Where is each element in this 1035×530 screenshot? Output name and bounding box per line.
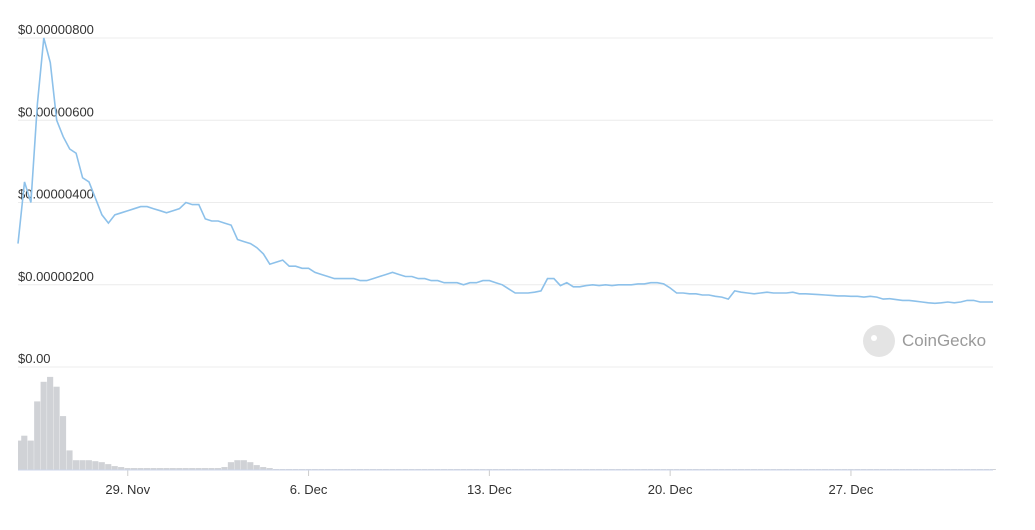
volume-bar xyxy=(59,416,67,470)
x-tick-label: 13. Dec xyxy=(467,482,512,497)
volume-bar xyxy=(137,468,144,470)
volume-bar xyxy=(27,440,34,470)
volume-bar xyxy=(247,462,254,470)
volume-bar xyxy=(85,460,92,470)
watermark-text: CoinGecko xyxy=(902,331,986,350)
volume-bar xyxy=(143,468,151,470)
x-tick-label: 20. Dec xyxy=(648,482,693,497)
volume-bar xyxy=(266,468,273,470)
volume-bar xyxy=(124,468,131,470)
volume-bar xyxy=(53,386,60,470)
volume-bar xyxy=(111,466,118,470)
volume-bar xyxy=(47,376,54,470)
volume-bar xyxy=(227,462,234,470)
logo xyxy=(863,325,895,357)
x-tick-label: 27. Dec xyxy=(829,482,874,497)
volume-bar xyxy=(163,468,170,470)
volume-bar xyxy=(202,468,209,470)
volume-bar xyxy=(221,467,228,470)
y-tick-label: $0.00000400 xyxy=(18,187,94,202)
volume-bar xyxy=(182,468,189,470)
volume-bar xyxy=(208,468,215,470)
volume-bar xyxy=(176,468,183,470)
logo-eye xyxy=(871,335,877,341)
volume-bar xyxy=(40,381,47,470)
watermark: CoinGecko xyxy=(863,325,986,357)
volume-bar xyxy=(118,467,125,470)
volume-bar xyxy=(18,440,25,470)
volume-bar xyxy=(189,468,196,470)
volume-bar xyxy=(253,465,260,470)
volume-bar xyxy=(156,468,163,470)
y-tick-label: $0.00000800 xyxy=(18,22,94,37)
volume-bar xyxy=(98,462,105,470)
volume-bar xyxy=(130,468,138,470)
price-line xyxy=(17,37,993,305)
y-tick-label: $0.00000200 xyxy=(18,269,94,284)
volume-bar xyxy=(34,401,41,470)
volume-bar xyxy=(150,468,157,470)
volume-bar xyxy=(66,450,73,470)
y-tick-label: $0.00 xyxy=(18,351,51,366)
volume-bar xyxy=(79,460,86,470)
volume-bar xyxy=(92,461,99,470)
volume-bar xyxy=(72,460,80,470)
volume-bar xyxy=(195,468,202,470)
volume-bar xyxy=(260,467,267,470)
volume-bar xyxy=(214,468,222,470)
volume-bar xyxy=(169,468,176,470)
volume-bar xyxy=(240,460,247,470)
volume-bar xyxy=(105,464,112,470)
volume-bar xyxy=(234,460,241,470)
x-tick-label: 6. Dec xyxy=(290,482,328,497)
x-tick-label: 29. Nov xyxy=(105,482,150,497)
volume-bar xyxy=(21,435,28,470)
